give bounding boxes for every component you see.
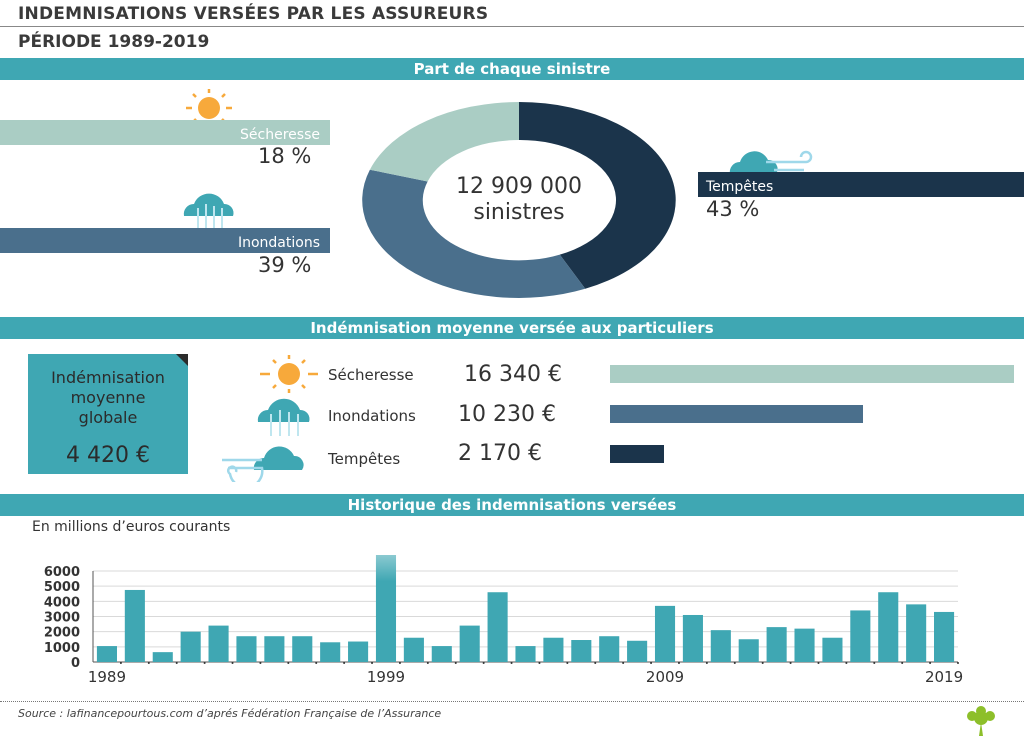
history-bar-1993: [208, 625, 229, 662]
history-bar-2018: [906, 604, 927, 662]
global-average-value: 4 420 €: [66, 443, 150, 468]
donut-slice-inondations: [362, 169, 586, 298]
section-header-history: Historique des indemnisations versées: [0, 494, 1024, 516]
section-header-share: Part de chaque sinistre: [0, 58, 1024, 80]
history-bar-1991: [152, 652, 173, 662]
legend-label-secheresse: Sécheresse: [240, 127, 320, 143]
history-bar-2007: [599, 636, 620, 662]
history-bar-2000: [403, 637, 424, 662]
donut-slice-tempetes: [519, 102, 676, 289]
avg-value-secheresse: 16 340 €: [464, 362, 562, 387]
wind-cloud-icon: [222, 446, 304, 482]
history-bar-2015: [822, 637, 843, 662]
pct-tempetes: 43 %: [706, 197, 760, 221]
rain-cloud-icon: [257, 398, 310, 436]
donut-slice-secheresse: [369, 102, 519, 182]
global-average-box: Indémnisation moyenne globale 4 420 €: [28, 354, 188, 474]
history-bar-2006: [571, 640, 592, 662]
history-bar-2017: [878, 592, 899, 662]
history-bar-2003: [487, 592, 508, 662]
main-title: INDEMNISATIONS VERSÉES PAR LES ASSUREURS: [18, 4, 489, 24]
history-bar-1992: [180, 631, 201, 662]
tree-logo-icon: [967, 706, 995, 736]
svg-text:1999: 1999: [367, 668, 405, 686]
history-bar-1990: [124, 589, 145, 662]
svg-text:0: 0: [71, 656, 80, 671]
history-bar-2011: [710, 630, 731, 662]
avg-bar-inondations: [610, 405, 863, 423]
history-bar-2009: [654, 605, 676, 662]
legend-bar-tempetes: Tempêtes: [698, 172, 1024, 197]
svg-text:4000: 4000: [44, 595, 80, 610]
legend-label-tempetes: Tempêtes: [706, 179, 774, 195]
global-label-line2: moyenne: [70, 388, 146, 407]
history-bar-2013: [766, 627, 787, 662]
history-bar-1995: [264, 636, 285, 662]
donut-chart: 12 909 000 sinistres: [358, 102, 680, 298]
svg-text:6000: 6000: [44, 565, 80, 580]
corner-fold: [176, 354, 188, 366]
avg-label-tempetes: Tempêtes: [328, 450, 401, 468]
rain-cloud-icon: [183, 193, 234, 228]
history-bar-2005: [543, 637, 564, 662]
section-header-average: Indémnisation moyenne versée aux particu…: [0, 317, 1024, 339]
dotted-divider: [0, 701, 1024, 702]
svg-text:5000: 5000: [44, 580, 80, 595]
avg-label-secheresse: Sécheresse: [328, 366, 414, 384]
divider: [0, 26, 1024, 27]
history-bar-2001: [431, 646, 452, 662]
svg-text:2000: 2000: [44, 626, 80, 641]
history-bar-2004: [515, 646, 536, 662]
avg-bar-secheresse: [610, 365, 1014, 383]
svg-text:1989: 1989: [88, 668, 126, 686]
legend-bar-secheresse: Sécheresse: [0, 120, 330, 145]
svg-text:2009: 2009: [646, 668, 684, 686]
history-bar-1989: [96, 646, 117, 662]
total-claims-value: 12 909 000: [456, 174, 582, 199]
history-bar-2010: [682, 614, 703, 662]
source-note: Source : lafinancepourtous.com d’aprés F…: [18, 707, 442, 720]
history-bar-1999: [375, 555, 397, 662]
svg-text:1000: 1000: [44, 641, 80, 656]
sun-icon: [260, 355, 318, 393]
legend-label-inondations: Inondations: [237, 235, 320, 251]
avg-value-inondations: 10 230 €: [458, 402, 556, 427]
pct-inondations: 39 %: [258, 253, 312, 277]
period-subtitle: PÉRIODE 1989-2019: [18, 32, 210, 52]
pct-secheresse: 18 %: [258, 144, 312, 168]
total-claims-label: sinistres: [473, 200, 565, 225]
global-label-line1: Indémnisation: [51, 368, 165, 387]
svg-text:3000: 3000: [44, 611, 80, 626]
history-bar-2002: [459, 625, 480, 662]
history-bar-1997: [320, 642, 341, 662]
global-label-line3: globale: [78, 408, 138, 427]
y-axis-unit-label: En millions d’euros courants: [32, 519, 231, 535]
history-bar-2014: [794, 628, 815, 662]
history-bar-1994: [236, 636, 257, 662]
history-bar-2008: [627, 640, 648, 662]
history-bar-2012: [738, 639, 759, 662]
avg-bar-tempetes: [610, 445, 664, 463]
avg-value-tempetes: 2 170 €: [458, 441, 542, 466]
sun-icon: [186, 89, 232, 127]
history-bar-1998: [348, 641, 369, 662]
donut-center: 12 909 000 sinistres: [358, 102, 680, 298]
history-bar-2016: [850, 610, 871, 662]
avg-label-inondations: Inondations: [328, 407, 416, 425]
svg-text:2019: 2019: [925, 668, 963, 686]
history-bar-2019: [934, 611, 955, 662]
history-bar-1996: [292, 636, 313, 662]
legend-bar-inondations: Inondations: [0, 228, 330, 253]
